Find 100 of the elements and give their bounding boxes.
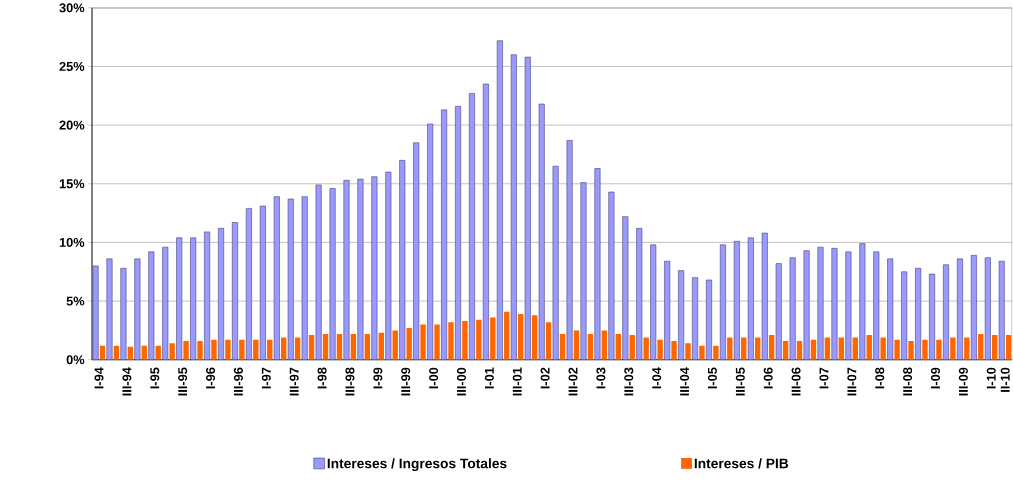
x-tick-label: III-02 [568, 367, 578, 396]
bar [343, 180, 350, 360]
bar [950, 337, 956, 360]
x-tick-label: III-95 [178, 367, 188, 396]
legend-label: Intereses / Ingresos Totales [327, 458, 507, 472]
bar [831, 248, 838, 360]
bar [294, 337, 301, 360]
bar [392, 330, 398, 360]
x-tick-label: III-94 [122, 367, 132, 396]
x-tick-label: I-95 [150, 367, 160, 389]
bar [197, 341, 203, 360]
bar [517, 314, 524, 360]
y-tick-label: 15% [59, 179, 85, 189]
bar [601, 330, 608, 360]
x-tick-label: II-10 [1000, 367, 1010, 393]
y-tick-label: 10% [59, 238, 85, 248]
x-tick-label: III-04 [680, 367, 690, 396]
x-tick-label: I-98 [317, 367, 327, 389]
x-tick-label: III-08 [903, 367, 913, 396]
bar [824, 337, 831, 360]
x-tick-label: I-07 [819, 367, 829, 389]
bar [894, 339, 900, 360]
bar [350, 334, 357, 360]
bar [594, 168, 601, 360]
bar [490, 317, 496, 360]
bar [106, 258, 113, 360]
bar [866, 335, 872, 360]
y-tick-label: 0% [66, 355, 85, 365]
x-tick-label: I-96 [206, 367, 216, 389]
x-tick-label: I-97 [261, 367, 271, 389]
bar [239, 339, 245, 360]
bar [685, 343, 691, 360]
bar [908, 341, 914, 360]
x-tick-label: III-99 [401, 367, 411, 396]
bar [643, 337, 649, 360]
x-tick-label: I-06 [763, 367, 773, 389]
x-tick-label: III-05 [735, 367, 745, 396]
x-tick-label: III-03 [624, 367, 634, 396]
bar [754, 337, 761, 360]
x-tick-label: III-97 [289, 367, 299, 396]
bar [476, 320, 482, 360]
x-tick-label: I-02 [540, 367, 550, 389]
bar [308, 335, 315, 360]
bar [448, 322, 454, 360]
bar [211, 339, 217, 360]
x-tick-label: I-08 [875, 367, 885, 389]
bar [504, 311, 510, 360]
bar [336, 334, 343, 360]
x-tick-label: III-00 [456, 367, 466, 396]
x-tick-label: III-01 [512, 367, 522, 396]
y-tick-label: 20% [59, 120, 85, 130]
x-tick-label: I-99 [373, 367, 383, 389]
x-tick-label: III-09 [958, 367, 968, 396]
x-tick-label: III-96 [233, 367, 243, 396]
bar [671, 341, 677, 360]
x-tick-label: I-10 [986, 367, 996, 389]
x-tick-label: III-07 [847, 367, 857, 396]
bar [580, 182, 587, 360]
bar [357, 178, 364, 360]
bar [406, 328, 412, 360]
bar [169, 343, 175, 360]
bar [322, 334, 329, 360]
x-tick-label: I-05 [707, 367, 717, 389]
bar [880, 337, 886, 360]
bar [817, 247, 824, 360]
legend-label: Intereses / PIB [694, 458, 789, 469]
bar [545, 322, 552, 360]
bar [922, 339, 928, 360]
x-tick-label: I-04 [652, 367, 662, 389]
bar [838, 337, 845, 360]
y-tick-label: 30% [59, 3, 85, 13]
bar [657, 339, 663, 360]
x-tick-label: I-03 [596, 367, 606, 389]
bar [964, 337, 970, 360]
bar [183, 341, 189, 360]
bar [768, 335, 775, 360]
bar [629, 335, 635, 360]
bar [727, 337, 733, 360]
bar [420, 324, 426, 360]
y-tick-label: 5% [66, 296, 85, 306]
bar [1005, 335, 1012, 360]
x-tick-label: I-09 [930, 367, 941, 389]
x-tick-label: III-06 [791, 367, 801, 396]
bar [434, 324, 440, 360]
bar [741, 337, 747, 360]
x-tick-label: I-94 [94, 367, 104, 389]
x-tick-label: III-98 [345, 367, 355, 396]
bar [936, 339, 942, 360]
bar [531, 315, 538, 360]
bar [225, 339, 231, 360]
x-tick-label: I-01 [484, 367, 494, 389]
x-tick-label: I-00 [429, 367, 439, 389]
bar [573, 330, 580, 360]
bar [713, 345, 719, 360]
bar [462, 321, 468, 360]
y-tick-label: 25% [59, 62, 85, 72]
bar [699, 345, 705, 360]
bar [280, 337, 287, 360]
bar [852, 337, 858, 360]
bar [364, 334, 371, 360]
